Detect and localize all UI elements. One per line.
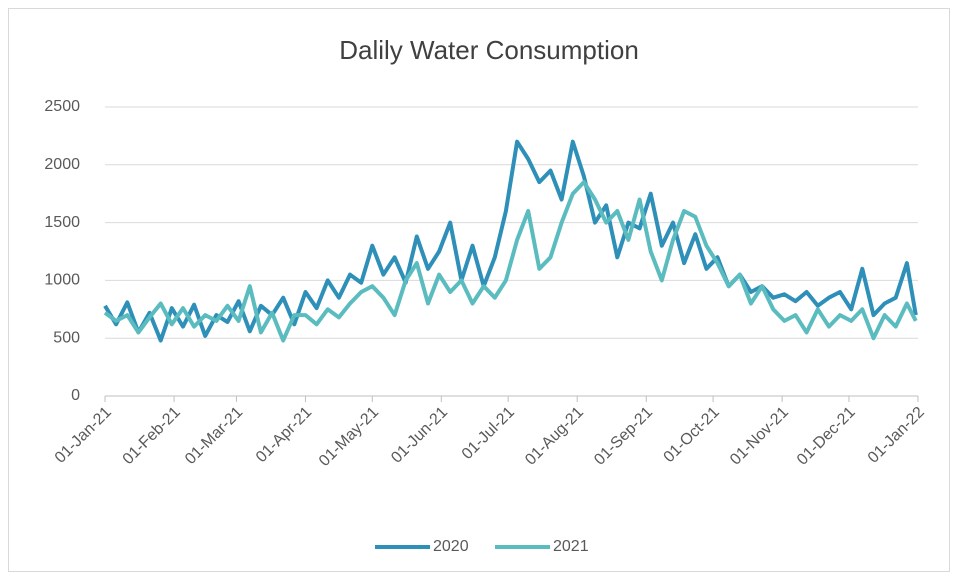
legend-label: 2020 — [433, 538, 469, 555]
legend-label: 2021 — [553, 538, 589, 555]
y-tick-label: 500 — [53, 329, 80, 346]
y-tick-label: 1500 — [44, 214, 80, 231]
y-tick-label: 2000 — [44, 156, 80, 173]
chart-title: Dalily Water Consumption — [339, 35, 639, 65]
y-tick-label: 1000 — [44, 272, 80, 289]
y-tick-label: 2500 — [44, 98, 80, 115]
series-line — [103, 180, 918, 343]
series-line — [103, 139, 918, 343]
y-tick-label: 0 — [71, 387, 80, 404]
